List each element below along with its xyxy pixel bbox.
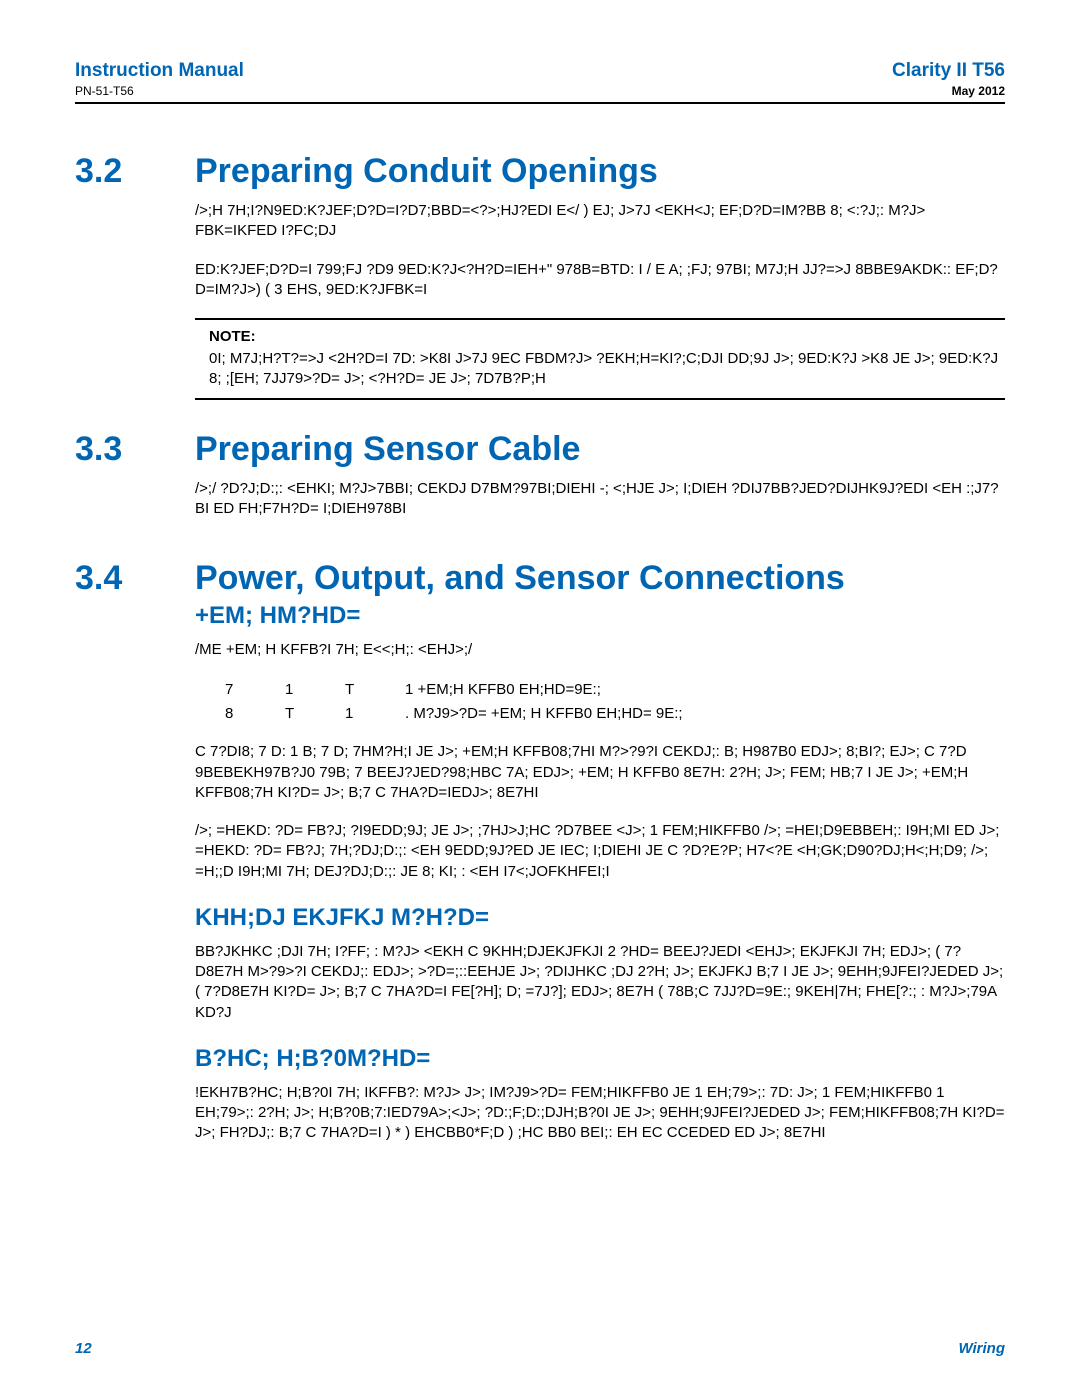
list-col: T [345, 678, 405, 702]
body-paragraph: !EKH7B?HC; H;B?0I 7H; IKFFB?: M?J> J>; I… [195, 1083, 1005, 1144]
body-paragraph: />;H 7H;I?N9ED:K?JEF;D?D=I?D7;BBD=<?>;HJ… [195, 201, 1005, 242]
section-3-2: 3.2 Preparing Conduit Openings />;H 7H;I… [75, 152, 1005, 400]
list-col: 7 [225, 678, 285, 702]
header-manual-title: Instruction Manual [75, 60, 244, 82]
power-supply-list: 7 1 T 1 +EM;H KFFB0 EH;HD=9E:; 8 T 1 . M… [225, 678, 1005, 726]
list-col: 8 [225, 702, 285, 726]
header-date: May 2012 [892, 84, 1005, 98]
section-title: Preparing Conduit Openings [195, 152, 658, 191]
header-product-title: Clarity II T56 [892, 60, 1005, 82]
subsection-alarm-relay-wiring: B?HC; H;B?0M?HD= [195, 1045, 1005, 1073]
note-text: 0I; M7J;H?T?=>J <2H?D=I 7D: >K8I J>7J 9E… [209, 349, 999, 390]
body-paragraph: /ME +EM; H KFFB?I 7H; E<<;H;: <EHJ>;/ [195, 640, 1005, 660]
list-col: 1 [285, 678, 345, 702]
section-number: 3.3 [75, 430, 195, 469]
footer-section-name: Wiring [958, 1340, 1005, 1357]
list-col: T [285, 702, 345, 726]
page-number: 12 [75, 1340, 92, 1357]
body-paragraph: C 7?DI8; 7 D: 1 B; 7 D; 7HM?H;I JE J>; +… [195, 742, 1005, 803]
note-block: NOTE: 0I; M7J;H?T?=>J <2H?D=I 7D: >K8I J… [195, 318, 1005, 400]
subsection-current-output-wiring: KHH;DJ EKJFKJ M?H?D= [195, 904, 1005, 932]
header-part-number: PN-51-T56 [75, 84, 244, 98]
section-title: Preparing Sensor Cable [195, 430, 580, 469]
list-col: 1 [345, 702, 405, 726]
list-desc: . M?J9>?D= +EM; H KFFB0 EH;HD= 9E:; [405, 702, 683, 726]
note-label: NOTE: [209, 328, 999, 345]
page-footer: 12 Wiring [75, 1340, 1005, 1357]
page-header: Instruction Manual PN-51-T56 Clarity II … [75, 60, 1005, 104]
body-paragraph: BB?JKHKC ;DJI 7H; I?FF; : M?J> <EKH C 9K… [195, 942, 1005, 1023]
section-3-4: 3.4 Power, Output, and Sensor Connection… [75, 559, 1005, 1144]
list-item: 8 T 1 . M?J9>?D= +EM; H KFFB0 EH;HD= 9E:… [225, 702, 1005, 726]
header-rule [75, 102, 1005, 104]
body-paragraph: />; =HEKD: ?D= FB?J; ?I9EDD;9J; JE J>; ;… [195, 821, 1005, 882]
section-3-3: 3.3 Preparing Sensor Cable />;/ ?D?J;D:;… [75, 430, 1005, 520]
section-title: Power, Output, and Sensor Connections [195, 559, 845, 598]
subsection-power-wiring: +EM; HM?HD= [195, 602, 1005, 630]
section-number: 3.4 [75, 559, 195, 598]
body-paragraph: />;/ ?D?J;D:;: <EHKI; M?J>7BBI; CEKDJ D7… [195, 479, 1005, 520]
list-desc: 1 +EM;H KFFB0 EH;HD=9E:; [405, 678, 601, 702]
section-number: 3.2 [75, 152, 195, 191]
body-paragraph: ED:K?JEF;D?D=I 799;FJ ?D9 9ED:K?J<?H?D=I… [195, 260, 1005, 301]
list-item: 7 1 T 1 +EM;H KFFB0 EH;HD=9E:; [225, 678, 1005, 702]
